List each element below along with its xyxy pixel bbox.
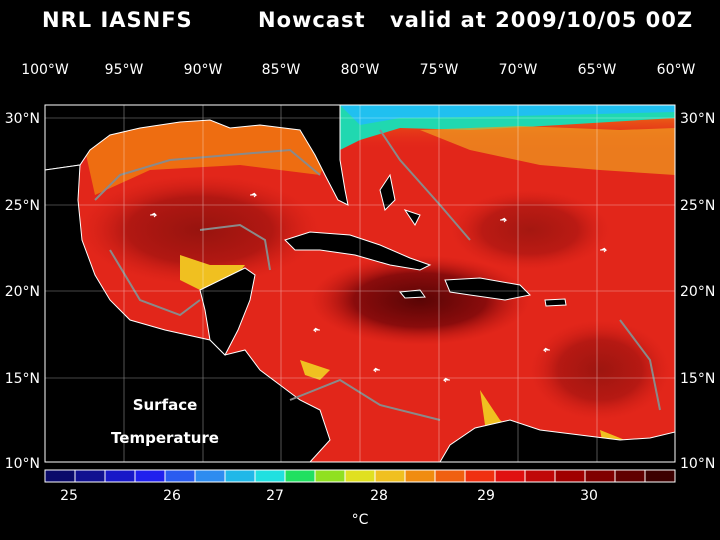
atlantic-warm-core <box>450 190 610 270</box>
colorbar-swatch <box>284 469 316 483</box>
colorbar-tick-label: 25 <box>60 488 78 504</box>
lon-label: 100°W <box>21 62 69 78</box>
map-frame <box>44 104 676 463</box>
current-arrow <box>442 377 450 383</box>
lon-label: 75°W <box>420 62 459 78</box>
overlay-label-line2: Temperature <box>111 429 219 447</box>
lon-label: 80°W <box>341 62 380 78</box>
colorbar-swatch <box>254 469 286 483</box>
current-arrow <box>500 217 508 223</box>
colorbar-swatch <box>464 469 496 483</box>
graticule <box>45 105 675 462</box>
current-arrow <box>150 212 158 218</box>
lat-label: 20°N <box>5 284 40 300</box>
colorbar-swatch <box>134 469 166 483</box>
colorbar-swatch <box>314 469 346 483</box>
colorbar-swatch <box>524 469 556 483</box>
colorbar-swatch <box>164 469 196 483</box>
colorbar-swatch <box>584 469 616 483</box>
map-field <box>45 105 675 462</box>
atlantic-shelf-contour <box>379 129 471 241</box>
lon-label: 65°W <box>578 62 617 78</box>
colorbar-swatch <box>614 469 646 483</box>
lat-labels-right: 30°N 25°N 20°N 15°N 10°N <box>680 111 715 472</box>
lat-label: 30°N <box>5 111 40 127</box>
yucatan-land <box>199 267 256 356</box>
bahamas-land <box>379 173 396 211</box>
valid-time-title: valid at 2009/10/05 00Z <box>390 8 694 32</box>
current-arrow <box>542 347 550 353</box>
current-arrow <box>312 327 320 333</box>
colorbar-swatch <box>494 469 526 483</box>
colorbar-swatch <box>224 469 256 483</box>
map-title-bar: NRL IASNFS Nowcast valid at 2009/10/05 0… <box>0 8 720 36</box>
colorbar <box>44 469 676 483</box>
land-masses <box>45 105 675 462</box>
source-title: NRL IASNFS <box>42 8 193 32</box>
colorbar-swatch <box>434 469 466 483</box>
lon-labels: 100°W 95°W 90°W 85°W 80°W 75°W 70°W 65°W… <box>21 62 695 78</box>
colorbar-tick-label: 30 <box>580 488 598 504</box>
puerto-rico-land <box>544 298 567 307</box>
colorbar-swatch <box>344 469 376 483</box>
product-title: Nowcast <box>258 8 366 32</box>
lon-label: 90°W <box>184 62 223 78</box>
colorbar-swatch <box>554 469 586 483</box>
lon-label: 60°W <box>657 62 696 78</box>
current-arrow <box>372 367 380 373</box>
south-america-land <box>439 419 675 462</box>
colorbar-tick-label: 27 <box>266 488 284 504</box>
lat-label: 15°N <box>5 371 40 387</box>
lat-label: 20°N <box>680 284 715 300</box>
lat-labels-left: 30°N 25°N 20°N 15°N 10°N <box>5 111 40 472</box>
lat-label: 25°N <box>680 198 715 214</box>
colorbar-ticks: 25 26 27 28 29 30 <box>60 488 598 504</box>
overlay-label-line1: Surface <box>133 396 198 414</box>
antilles-contour <box>619 319 661 411</box>
gulf-shelf-contour <box>94 148 321 201</box>
colorbar-swatch <box>374 469 406 483</box>
bahamas-land-2 <box>403 209 421 226</box>
colorbar-swatch <box>74 469 106 483</box>
atlantic-coldest-water <box>340 105 675 125</box>
lat-label: 10°N <box>680 456 715 472</box>
atlantic-cool-patch <box>420 126 675 175</box>
lat-label: 15°N <box>680 371 715 387</box>
colorbar-unit: °C <box>352 512 369 528</box>
lon-label: 85°W <box>262 62 301 78</box>
current-vectors <box>150 192 608 383</box>
colorbar-swatch <box>104 469 136 483</box>
colorbar-swatch <box>44 469 76 483</box>
caribbean-warm-core <box>310 255 530 345</box>
lat-label: 30°N <box>680 111 715 127</box>
colorbar-swatch <box>644 469 676 483</box>
jamaica-land <box>399 289 426 299</box>
colorbar-swatch <box>194 469 226 483</box>
lat-label: 25°N <box>5 198 40 214</box>
colorbar-swatch <box>404 469 436 483</box>
honduras-cool-patch <box>300 360 330 380</box>
lat-label: 10°N <box>5 456 40 472</box>
west-gulf-contour <box>109 249 201 317</box>
current-arrow <box>250 192 258 198</box>
lon-label: 70°W <box>499 62 538 78</box>
east-warm-core <box>530 320 670 420</box>
campeche-contour <box>199 223 271 271</box>
hispaniola-land <box>444 277 532 301</box>
colorbar-tick-label: 26 <box>163 488 181 504</box>
lon-label: 95°W <box>105 62 144 78</box>
colorbar-tick-label: 29 <box>477 488 495 504</box>
current-arrow <box>600 247 608 253</box>
us-gulf-coast-land <box>45 105 349 206</box>
colorbar-tick-label: 28 <box>370 488 388 504</box>
cuba-land <box>284 231 432 271</box>
